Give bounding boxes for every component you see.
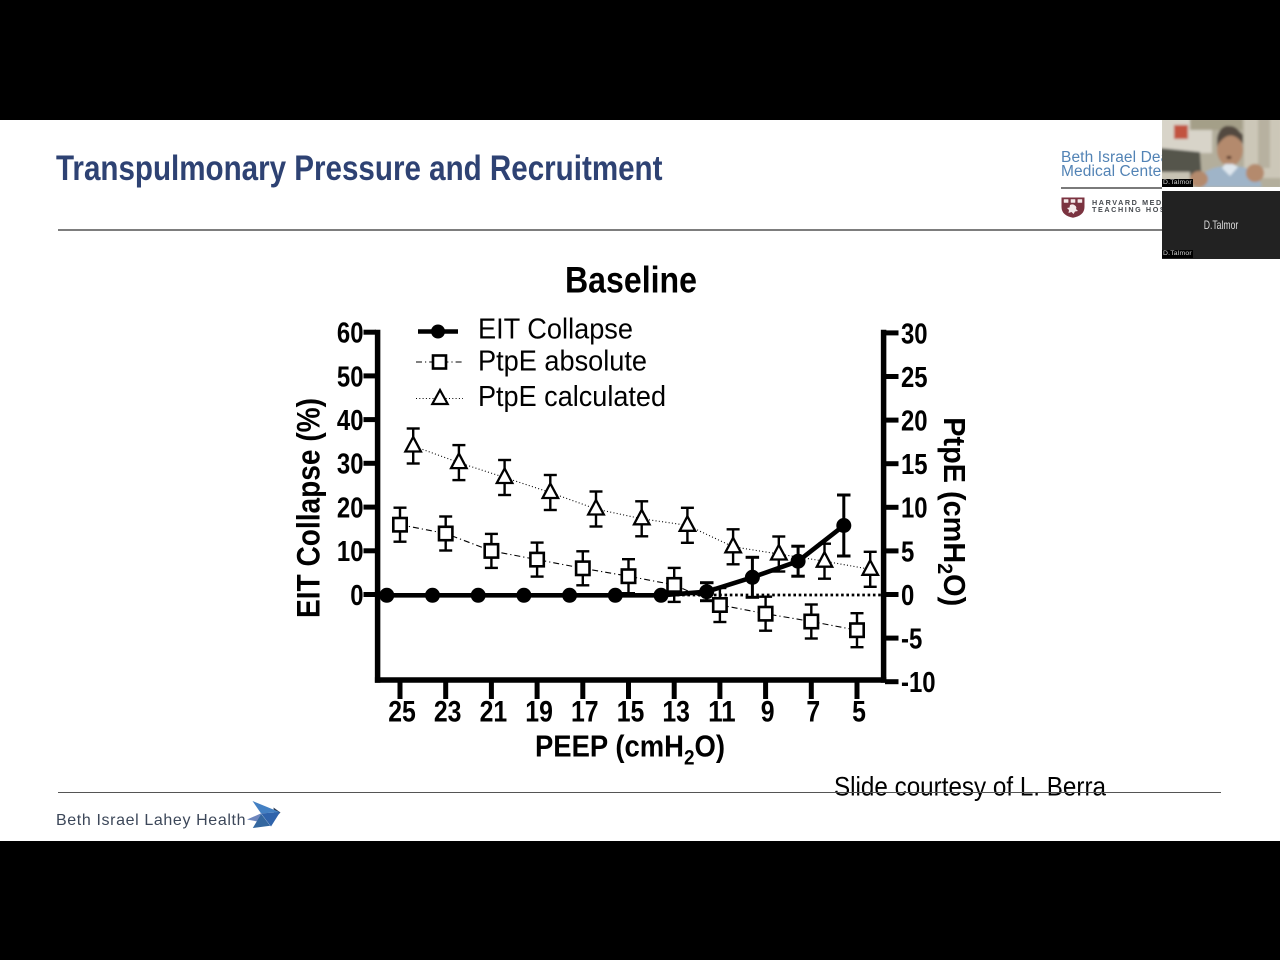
svg-text:EIT Collapse: EIT Collapse <box>478 314 633 346</box>
svg-text:50: 50 <box>337 361 364 393</box>
svg-text:19: 19 <box>525 696 553 729</box>
svg-text:PEEP (cmH2O): PEEP (cmH2O) <box>535 730 725 770</box>
svg-text:11: 11 <box>708 696 736 729</box>
svg-text:PtpE absolute: PtpE absolute <box>478 346 647 378</box>
svg-text:-10: -10 <box>901 667 936 699</box>
svg-text:-5: -5 <box>901 624 922 656</box>
svg-text:Slide courtesy of L. Berra: Slide courtesy of L. Berra <box>834 771 1107 801</box>
svg-text:15: 15 <box>901 449 928 481</box>
svg-text:0: 0 <box>350 580 363 612</box>
svg-text:25: 25 <box>901 362 928 394</box>
svg-text:30: 30 <box>901 318 928 350</box>
svg-text:25: 25 <box>388 696 416 729</box>
svg-text:23: 23 <box>434 696 462 729</box>
svg-text:PtpE (cmH2O): PtpE (cmH2O) <box>933 417 972 606</box>
svg-text:0: 0 <box>901 580 914 612</box>
svg-text:17: 17 <box>571 696 599 729</box>
svg-text:Baseline: Baseline <box>565 260 697 301</box>
svg-text:13: 13 <box>662 696 690 729</box>
svg-text:7: 7 <box>806 696 820 729</box>
svg-text:9: 9 <box>761 696 775 729</box>
svg-text:21: 21 <box>480 696 508 729</box>
svg-text:10: 10 <box>901 493 928 525</box>
svg-text:15: 15 <box>617 696 645 729</box>
svg-text:40: 40 <box>337 405 364 437</box>
svg-text:20: 20 <box>901 406 928 438</box>
svg-text:60: 60 <box>337 318 364 350</box>
svg-text:30: 30 <box>337 449 364 481</box>
svg-text:EIT Collapse (%): EIT Collapse (%) <box>291 398 327 618</box>
svg-text:20: 20 <box>337 493 364 525</box>
svg-text:10: 10 <box>337 536 364 568</box>
svg-text:5: 5 <box>852 696 866 729</box>
svg-text:5: 5 <box>901 536 914 568</box>
svg-text:PtpE calculated: PtpE calculated <box>478 381 666 413</box>
